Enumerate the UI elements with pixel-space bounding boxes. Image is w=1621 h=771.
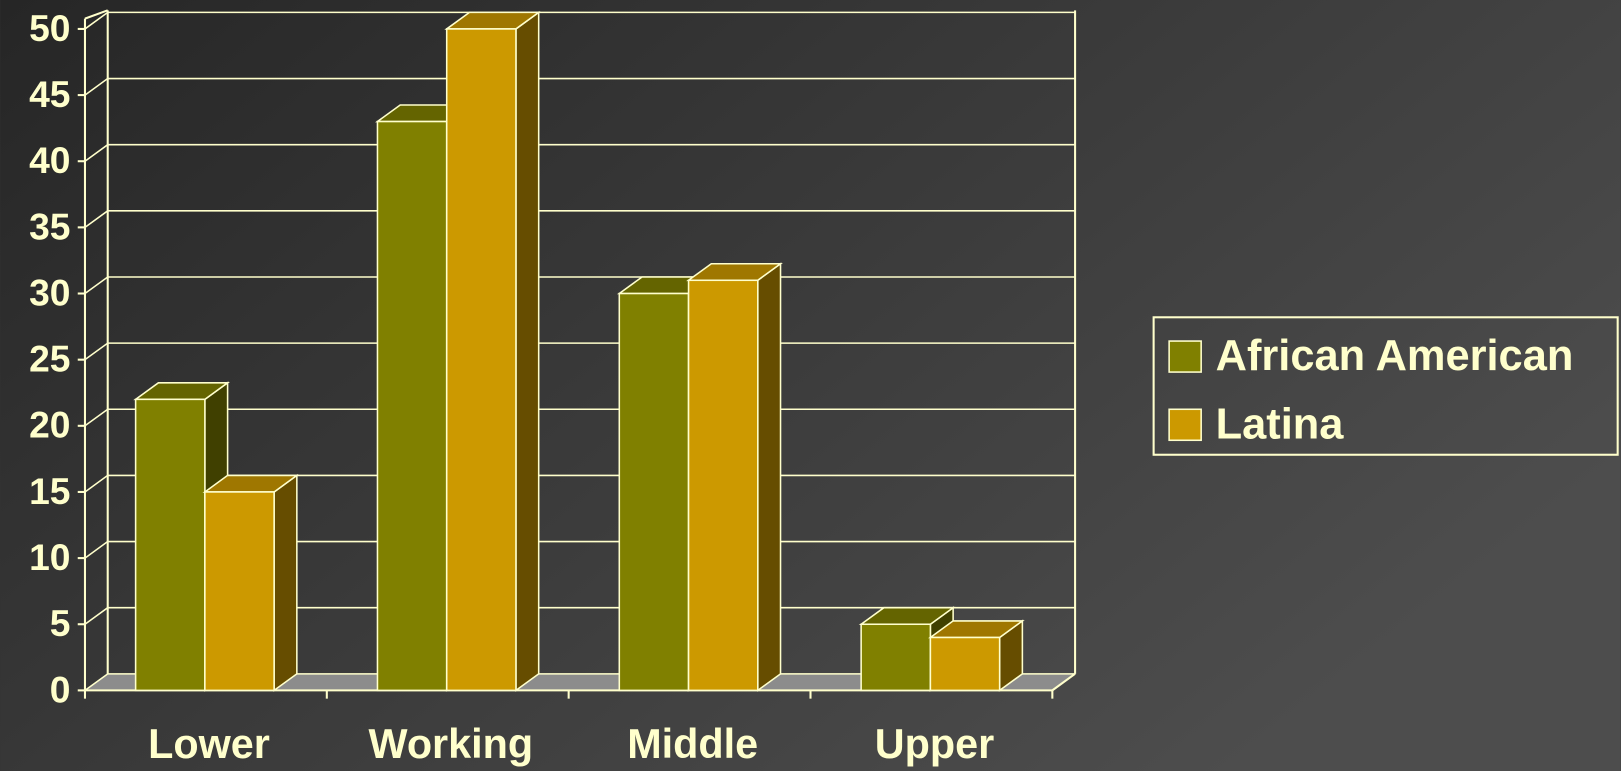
bar <box>686 262 783 692</box>
bar-front <box>929 636 1001 692</box>
floor-edge <box>1051 673 1076 692</box>
legend-box <box>1152 316 1619 456</box>
y-tick-label: 45 <box>29 73 70 115</box>
y-tick-label: 20 <box>29 404 70 446</box>
bar <box>858 606 956 692</box>
x-tick-label: Lower <box>148 721 270 767</box>
grid-line <box>84 210 1076 228</box>
x-tick-label: Middle <box>627 721 758 767</box>
bar-front <box>204 491 275 692</box>
bar <box>202 473 300 692</box>
bar-front <box>445 28 517 692</box>
y-tick-label: 25 <box>29 338 70 380</box>
bar-front <box>687 279 759 692</box>
legend-label: Latina <box>1216 400 1345 448</box>
bar-front <box>860 623 932 692</box>
x-tick-label: Working <box>369 721 534 767</box>
floor <box>84 673 1076 691</box>
bar <box>444 10 542 692</box>
grid-line <box>84 143 1076 162</box>
bar-side <box>273 473 298 692</box>
legend-swatch <box>1168 408 1202 442</box>
legend-swatch <box>1168 340 1202 373</box>
y-axis-top <box>84 9 109 20</box>
y-tick-label: 15 <box>29 470 70 512</box>
y-tick-label: 10 <box>29 536 70 578</box>
bar-side <box>515 10 540 692</box>
y-tick-label: 50 <box>29 7 70 49</box>
grid-line <box>84 77 1076 96</box>
y-tick-label: 5 <box>50 602 71 644</box>
y-tick-label: 35 <box>29 205 70 247</box>
y-tick-label: 0 <box>50 668 71 710</box>
bar-side <box>757 262 782 692</box>
y-tick-label: 40 <box>29 139 70 181</box>
plot-area: 0 5 10 15 20 25 30 35 40 45 50 Lower Working Middle Up… <box>29 7 1077 767</box>
bar-front <box>134 398 206 692</box>
legend-label: African American <box>1216 332 1574 380</box>
bar-front <box>618 292 690 692</box>
y-tick-label: 30 <box>29 271 70 313</box>
grid-line <box>84 11 1076 30</box>
legend: African American Latina <box>1152 316 1619 456</box>
x-tick-label: Upper <box>875 721 994 767</box>
bar-front <box>376 120 448 692</box>
bar <box>928 619 1025 692</box>
